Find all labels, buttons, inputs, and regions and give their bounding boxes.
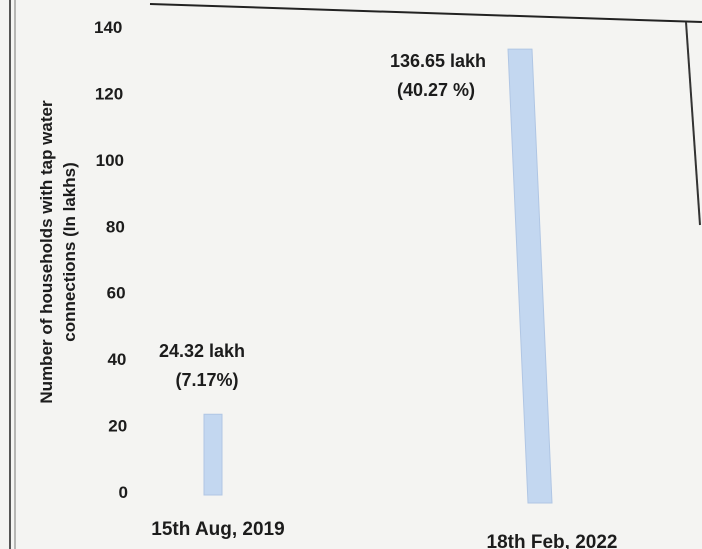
bar bbox=[203, 413, 223, 496]
y-tick-label: 20 bbox=[108, 417, 127, 436]
y-axis-label-line-2: connections (In lakhs) bbox=[60, 162, 79, 341]
x-category-label: 18th Feb, 2022 bbox=[487, 532, 618, 549]
y-tick-label: 140 bbox=[94, 18, 122, 37]
data-label: 24.32 lakh bbox=[159, 341, 245, 361]
y-tick-label: 100 bbox=[96, 151, 124, 170]
y-tick-label: 80 bbox=[106, 217, 125, 236]
data-label: (7.17%) bbox=[175, 370, 238, 390]
bar bbox=[507, 48, 553, 504]
y-tick-label: 0 bbox=[119, 483, 128, 502]
x-category-label: 15th Aug, 2019 bbox=[151, 519, 284, 540]
top-frame-line bbox=[149, 3, 702, 23]
data-label: 136.65 lakh bbox=[390, 51, 486, 71]
y-axis-label-line-1: Number of households with tap water bbox=[37, 100, 56, 404]
y-tick-label: 120 bbox=[95, 84, 123, 103]
right-frame-line bbox=[685, 21, 701, 226]
y-tick-label: 40 bbox=[107, 350, 126, 369]
data-label: (40.27 %) bbox=[397, 80, 475, 100]
y-tick-label: 60 bbox=[107, 284, 126, 303]
